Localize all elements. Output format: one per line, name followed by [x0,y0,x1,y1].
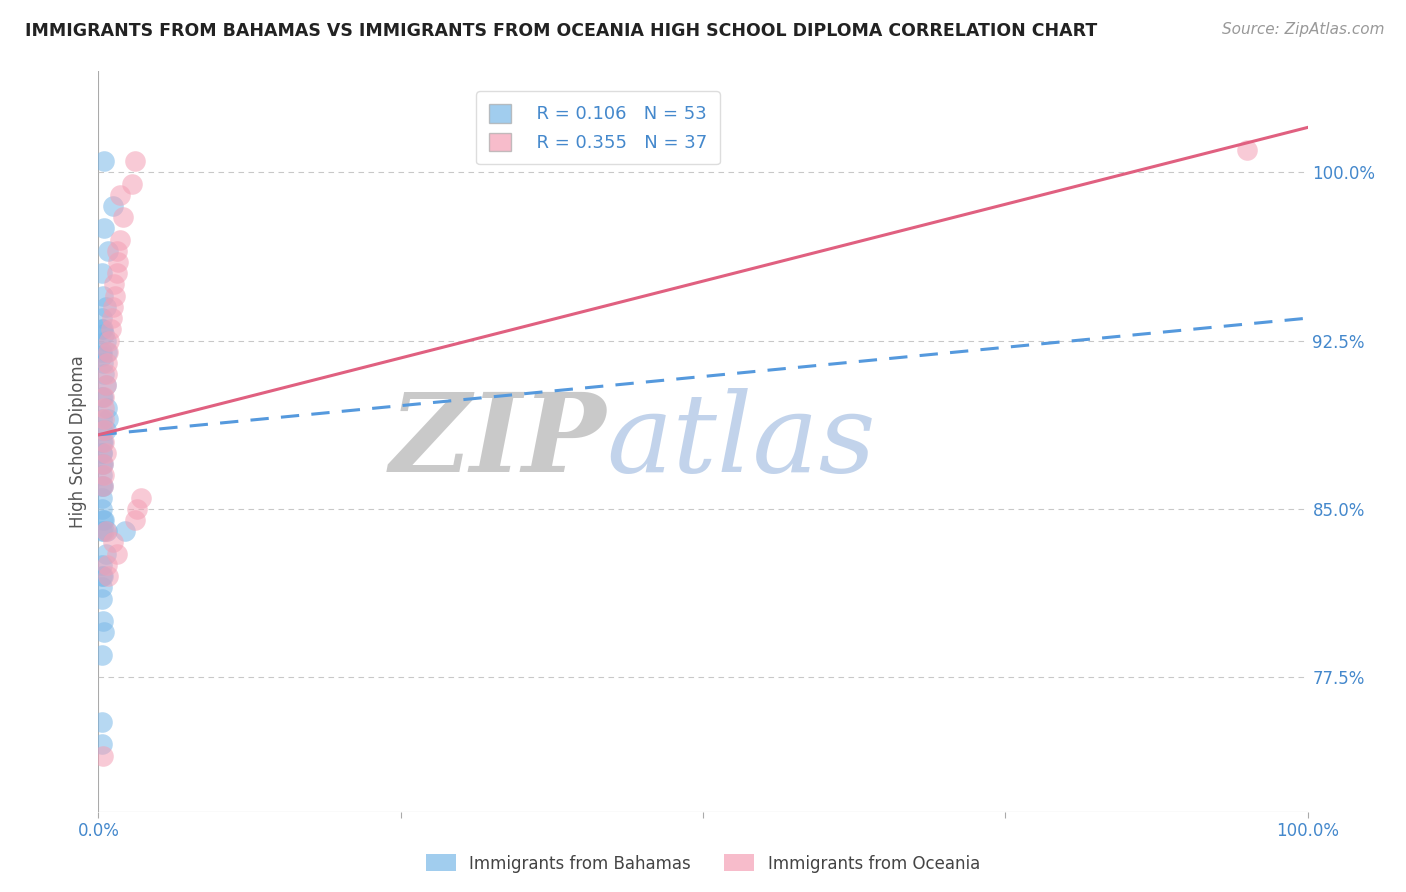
Point [108,233,131,247]
Point [91,524,114,539]
Point [96,344,118,359]
Text: atlas: atlas [606,388,876,495]
Text: ZIP: ZIP [389,388,606,495]
Point [114,524,136,539]
Point [101,300,124,314]
Point [91,423,114,437]
Point [94,378,117,392]
Point [93,434,115,449]
Point [93,513,115,527]
Point [91,356,114,370]
Point [93,524,115,539]
Point [91,479,114,493]
Point [91,648,114,662]
Point [96,356,118,370]
Point [94,547,117,561]
Point [94,300,117,314]
Point [94,524,117,539]
Point [91,513,114,527]
Text: IMMIGRANTS FROM BAHAMAS VS IMMIGRANTS FROM OCEANIA HIGH SCHOOL DIPLOMA CORRELATI: IMMIGRANTS FROM BAHAMAS VS IMMIGRANTS FR… [25,22,1098,40]
Point [93,390,115,404]
Point [93,468,115,483]
Point [93,401,115,415]
Text: Source: ZipAtlas.com: Source: ZipAtlas.com [1222,22,1385,37]
Point [91,434,114,449]
Legend:   R = 0.106   N = 53,   R = 0.355   N = 37: R = 0.106 N = 53, R = 0.355 N = 37 [477,92,720,164]
Point [91,344,114,359]
Point [104,289,127,303]
Point [91,311,114,326]
Point [91,390,114,404]
Point [105,266,128,280]
Point [108,187,131,202]
Point [91,479,114,493]
Point [91,479,114,493]
Point [127,501,149,516]
Point [98,334,121,348]
Point [93,221,115,235]
Point [91,446,114,460]
Point [94,334,117,348]
Point [129,491,152,505]
Point [91,558,114,572]
Legend: Immigrants from Bahamas, Immigrants from Oceania: Immigrants from Bahamas, Immigrants from… [419,847,987,880]
Point [91,412,114,426]
Point [100,322,122,336]
Point [93,368,115,382]
Point [121,177,143,191]
Point [91,322,114,336]
Point [91,738,114,752]
Point [91,580,114,594]
Point [91,457,114,471]
Point [97,412,120,426]
Point [96,558,118,572]
Point [93,326,115,341]
Point [91,266,114,280]
Point [91,748,114,763]
Point [91,468,114,483]
Point [97,569,120,583]
Point [91,491,114,505]
Point [91,289,114,303]
Point [96,401,118,415]
Point [91,349,114,363]
Point [94,423,117,437]
Point [91,714,114,729]
Point [105,547,128,561]
Point [107,255,129,269]
Point [91,390,114,404]
Point [91,614,114,628]
Point [100,311,122,326]
Point [91,569,114,583]
Point [91,501,114,516]
Point [91,569,114,583]
Point [96,368,118,382]
Point [97,244,120,258]
Point [94,446,117,460]
Point [91,591,114,606]
Point [124,154,146,169]
Point [101,199,124,213]
Point [91,322,114,336]
Point [91,434,114,449]
Point [91,446,114,460]
Point [111,210,134,224]
Y-axis label: High School Diploma: High School Diploma [69,355,87,528]
Point [1236,143,1258,157]
Point [91,457,114,471]
Point [94,378,117,392]
Point [105,244,128,258]
Point [101,535,124,549]
Point [93,154,115,169]
Point [93,423,115,437]
Point [93,412,115,426]
Point [103,277,125,292]
Point [96,524,118,539]
Point [124,513,146,527]
Point [97,344,120,359]
Point [93,625,115,640]
Point [91,457,114,471]
